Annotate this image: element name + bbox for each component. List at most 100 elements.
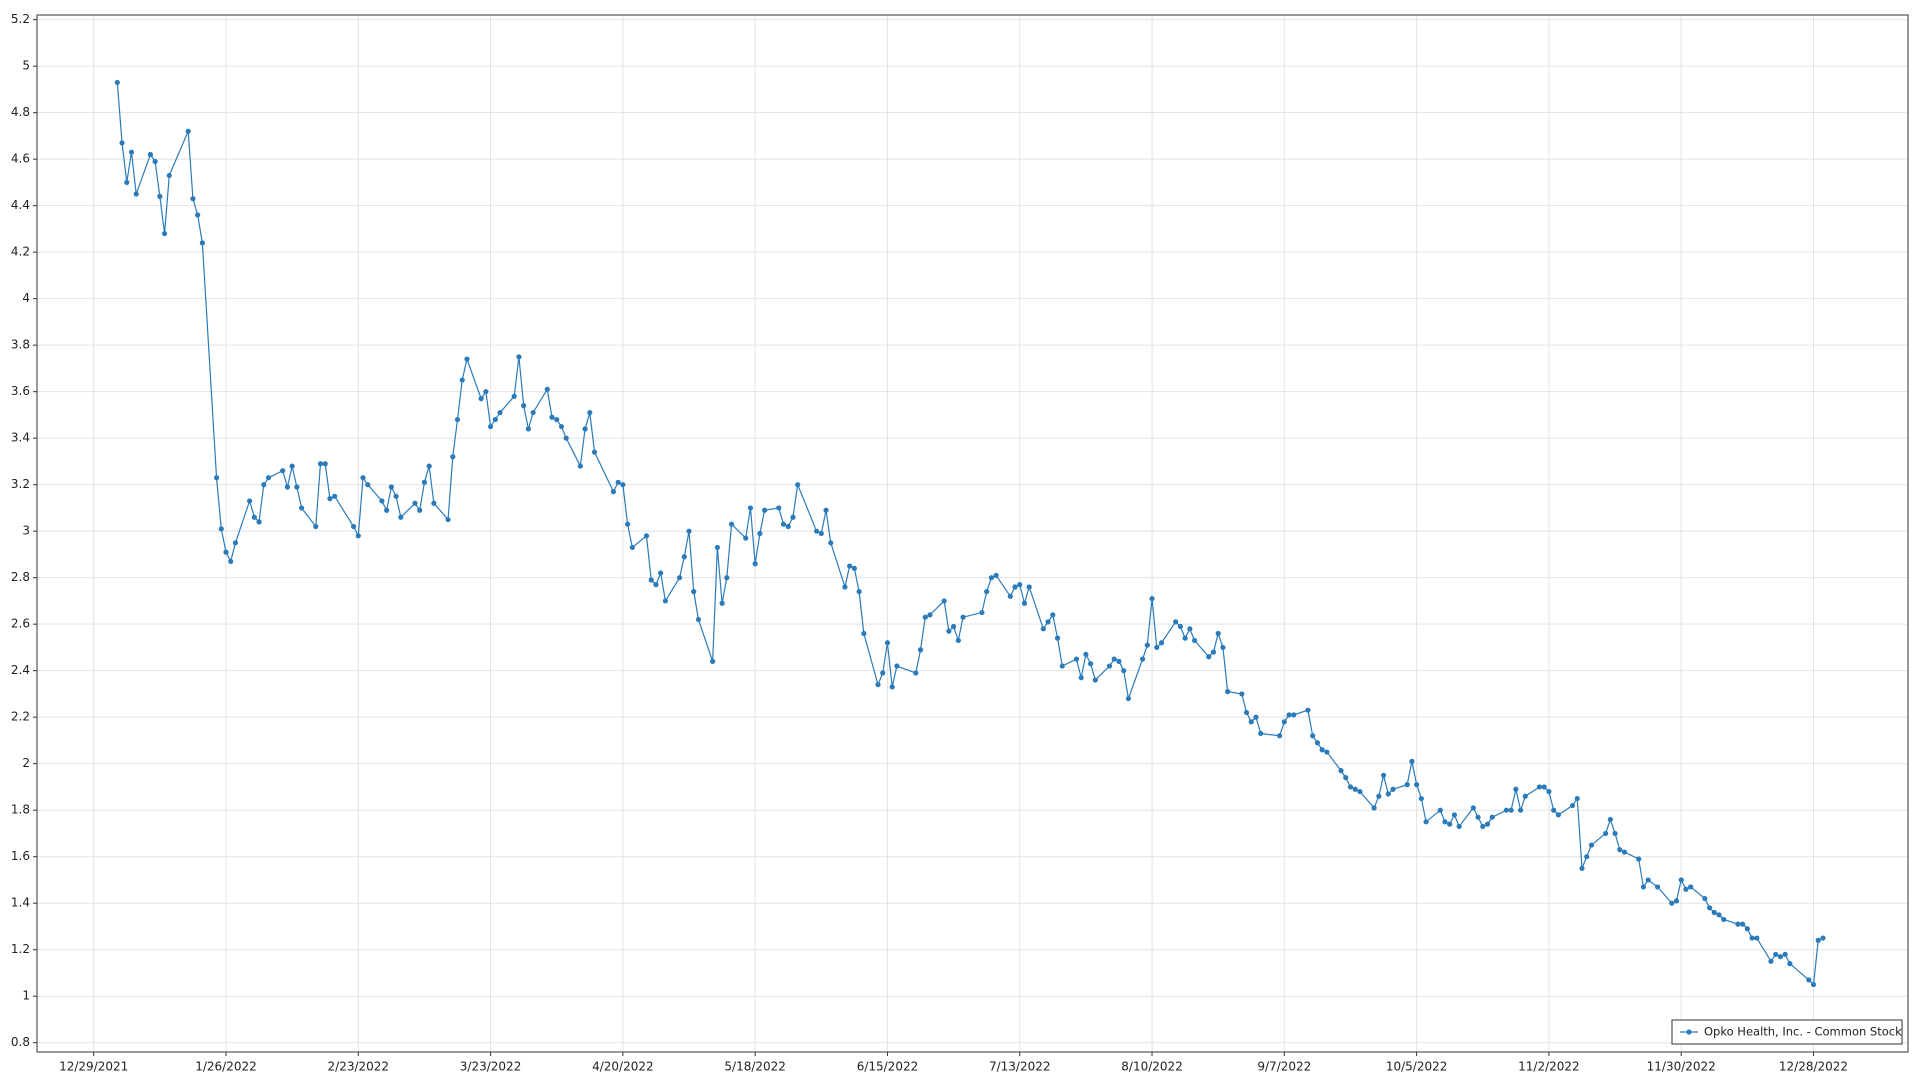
- point: [388, 484, 394, 490]
- point: [213, 475, 220, 481]
- point: [228, 558, 234, 565]
- point: [464, 356, 470, 362]
- point: [417, 507, 423, 513]
- point: [988, 575, 994, 581]
- point: [459, 377, 465, 383]
- point: [1116, 658, 1122, 664]
- point: [1683, 886, 1689, 892]
- point: [847, 563, 853, 569]
- point: [1380, 772, 1387, 778]
- point: [927, 612, 933, 618]
- point: [1706, 905, 1713, 911]
- x-tick-label: 12/28/2022: [1779, 1060, 1848, 1074]
- point: [728, 521, 735, 527]
- point: [1711, 909, 1717, 916]
- point: [1640, 884, 1647, 890]
- point: [1158, 640, 1165, 646]
- point: [1050, 612, 1056, 618]
- y-tick-label: 2.8: [11, 570, 30, 584]
- point: [922, 614, 928, 620]
- point: [993, 572, 999, 578]
- point: [894, 663, 900, 669]
- point: [525, 426, 531, 432]
- point: [360, 475, 366, 481]
- point: [1314, 740, 1321, 746]
- point: [1073, 656, 1080, 662]
- point: [828, 540, 834, 546]
- point: [1277, 733, 1283, 739]
- y-tick-label: 3.8: [11, 338, 30, 352]
- point: [1083, 651, 1089, 658]
- point: [1484, 821, 1491, 827]
- point: [1139, 656, 1146, 662]
- y-tick-label: 4: [22, 291, 30, 305]
- x-tick-label: 9/7/2022: [1257, 1060, 1311, 1074]
- point: [615, 479, 621, 485]
- y-tick-label: 4.2: [11, 245, 30, 259]
- point: [1607, 816, 1613, 823]
- point: [327, 496, 333, 502]
- point: [289, 463, 295, 469]
- point: [686, 528, 692, 534]
- point: [1173, 619, 1179, 625]
- point: [1588, 842, 1595, 848]
- point: [1253, 714, 1259, 720]
- point: [917, 647, 924, 653]
- series-line: [116, 82, 1824, 986]
- point: [549, 414, 555, 420]
- point: [1777, 954, 1784, 960]
- point: [1177, 623, 1183, 630]
- point: [1584, 854, 1590, 860]
- point: [1418, 795, 1424, 802]
- point: [421, 479, 428, 485]
- point: [1513, 786, 1519, 792]
- point: [951, 623, 957, 630]
- point: [1078, 675, 1084, 681]
- point: [265, 475, 272, 481]
- point: [757, 530, 763, 537]
- point: [1414, 782, 1420, 788]
- point: [620, 482, 626, 488]
- point: [1347, 784, 1354, 790]
- point: [629, 544, 635, 551]
- point: [1409, 758, 1415, 764]
- point: [558, 423, 565, 430]
- point: [195, 212, 201, 218]
- point: [1404, 782, 1410, 788]
- point: [591, 449, 598, 455]
- point: [1258, 730, 1264, 737]
- point: [1371, 805, 1377, 811]
- x-tick-label: 1/26/2022: [195, 1060, 257, 1074]
- point: [1744, 926, 1750, 932]
- point: [487, 423, 494, 430]
- point: [1716, 912, 1722, 918]
- point: [880, 670, 886, 676]
- point: [1489, 814, 1495, 820]
- point: [823, 507, 829, 513]
- point: [298, 505, 305, 511]
- point: [1423, 819, 1429, 825]
- point: [856, 589, 862, 595]
- point: [1352, 786, 1358, 792]
- point: [317, 461, 324, 467]
- point: [1239, 691, 1245, 697]
- point: [1040, 626, 1046, 632]
- point: [1621, 849, 1628, 855]
- y-tick-label: 5: [22, 59, 30, 73]
- point: [516, 354, 522, 360]
- y-tick-label: 2.4: [11, 663, 30, 677]
- point: [431, 500, 437, 506]
- point: [884, 640, 891, 646]
- point: [1182, 635, 1188, 641]
- point: [1555, 812, 1561, 818]
- point: [478, 396, 484, 402]
- point: [124, 179, 130, 186]
- point: [785, 523, 791, 530]
- point: [1569, 802, 1576, 809]
- point: [960, 614, 966, 620]
- point: [1508, 807, 1514, 813]
- point: [1480, 823, 1486, 830]
- x-tick-label: 5/18/2022: [724, 1060, 786, 1074]
- point: [1603, 830, 1609, 837]
